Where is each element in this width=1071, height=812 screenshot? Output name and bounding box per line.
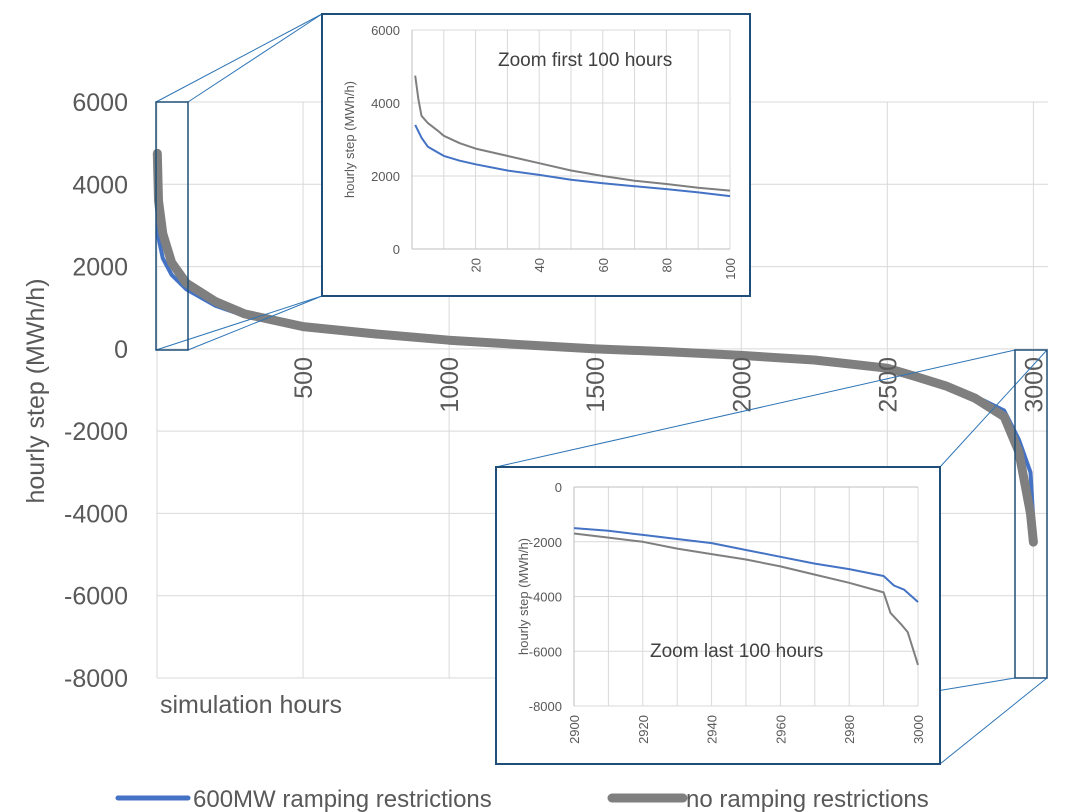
legend: 600MW ramping restrictions no ramping res… xyxy=(115,786,929,812)
inset-x-tick-label: 2940 xyxy=(705,715,720,744)
zoom-connector-line xyxy=(187,295,323,351)
zoom-connector-line xyxy=(187,13,323,103)
zoom-connector-line xyxy=(939,677,1048,765)
inset-x-tick-label: 3000 xyxy=(911,715,926,744)
main-x-tick-label: 1000 xyxy=(436,357,464,413)
inset-x-tick-label: 2980 xyxy=(842,715,857,744)
inset-x-tick-label: 2920 xyxy=(636,715,651,744)
main-x-axis-ticks: 500 1000 1500 2000 2500 3000 xyxy=(290,357,1048,413)
inset-y-tick-label: 4000 xyxy=(371,96,400,111)
zoom-region-first xyxy=(155,101,189,351)
inset-x-tick-label: 2960 xyxy=(773,715,788,744)
main-y-tick-label: -8000 xyxy=(64,665,128,693)
inset-y-tick-label: 6000 xyxy=(371,23,400,38)
inset-frame xyxy=(495,466,941,765)
inset-series-line-unrestricted xyxy=(414,75,731,192)
zoom-region-last xyxy=(1014,349,1048,679)
main-x-tick-label: 2500 xyxy=(874,357,902,413)
inset-y-axis-label: hourly step (MWh/h) xyxy=(516,538,531,655)
main-x-tick-label: 3000 xyxy=(1020,357,1048,413)
main-series-line-unrestricted xyxy=(152,148,1038,547)
inset-title: Zoom last 100 hours xyxy=(650,641,823,662)
inset-x-tick-label: 40 xyxy=(532,258,547,272)
main-y-tick-label: -4000 xyxy=(64,500,128,528)
inset-x-tick-label: 80 xyxy=(659,258,674,272)
main-x-tick-label: 1500 xyxy=(582,357,610,413)
main-x-tick-label: 500 xyxy=(290,357,318,399)
inset-x-tick-label: 60 xyxy=(596,258,611,272)
inset-x-tick-label: 20 xyxy=(469,258,484,272)
main-y-tick-label: 4000 xyxy=(72,171,128,199)
inset-x-tick-label: 2900 xyxy=(567,715,582,744)
zoom-connector-line xyxy=(495,349,1016,468)
inset-y-tick-label: 2000 xyxy=(371,169,400,184)
main-y-axis-ticks: 6000 4000 2000 0 -2000 -4000 -6000 -8000 xyxy=(64,89,128,693)
inset-y-tick-label: 0 xyxy=(555,480,562,495)
main-x-axis-label: simulation hours xyxy=(160,691,342,719)
zoom-inset-first-100-hours: 6000 4000 2000 0 20 40 60 80 100 hourly step (MWh… xyxy=(321,13,751,297)
inset-y-tick-label: -6000 xyxy=(529,644,562,659)
inset-y-tick-label: 0 xyxy=(393,242,400,257)
zoom-connector-line xyxy=(155,13,323,103)
inset-y-tick-label: -2000 xyxy=(529,535,562,550)
inset-y-tick-label: -8000 xyxy=(529,699,562,714)
main-y-tick-label: 6000 xyxy=(72,89,128,117)
inset-series-line-restricted xyxy=(573,527,919,603)
inset-y-axis-label: hourly step (MWh/h) xyxy=(342,81,357,198)
zoom-inset-last-100-hours: 0 -2000 -4000 -6000 -8000 2900 2920 2940 2960 298… xyxy=(495,466,941,765)
zoom-connector-line xyxy=(939,349,1048,468)
legend-label: no ramping restrictions xyxy=(686,786,929,812)
inset-y-tick-label: -4000 xyxy=(529,590,562,605)
main-y-tick-label: -2000 xyxy=(64,418,128,446)
main-y-axis-label: hourly step (MWh/h) xyxy=(22,278,50,503)
inset-series-line-unrestricted xyxy=(573,532,919,666)
inset-title: Zoom first 100 hours xyxy=(498,50,672,71)
main-x-tick-label: 2000 xyxy=(728,357,756,413)
main-plot-area xyxy=(152,148,1038,547)
main-y-tick-label: 2000 xyxy=(72,254,128,282)
main-y-tick-label: -6000 xyxy=(64,583,128,611)
zoom-connector-line xyxy=(155,295,323,351)
inset-series-line-restricted xyxy=(414,124,731,198)
main-y-tick-label: 0 xyxy=(114,336,128,364)
legend-label: 600MW ramping restrictions xyxy=(193,786,492,812)
inset-x-tick-label: 100 xyxy=(723,258,738,280)
